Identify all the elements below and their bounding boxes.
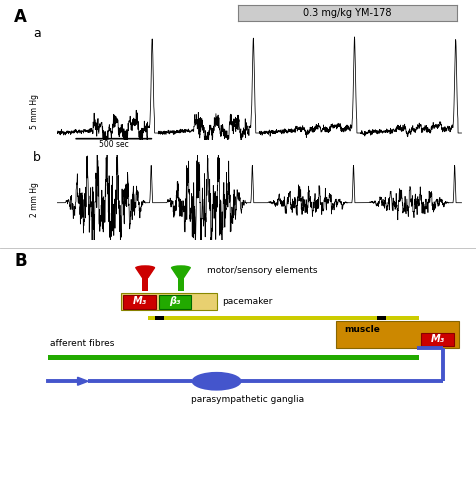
Bar <box>421 332 454 345</box>
Bar <box>155 316 164 320</box>
Polygon shape <box>78 377 88 385</box>
Bar <box>336 322 459 347</box>
Text: 0.3 mg/kg YM-178: 0.3 mg/kg YM-178 <box>303 8 392 18</box>
Polygon shape <box>171 268 190 278</box>
Text: M₃: M₃ <box>132 296 147 306</box>
Text: pacemaker: pacemaker <box>222 297 273 306</box>
Bar <box>142 278 148 291</box>
Bar <box>48 355 419 360</box>
Text: A: A <box>14 8 27 26</box>
Text: M₃: M₃ <box>430 334 445 344</box>
Bar <box>123 294 156 308</box>
Text: 2 mm Hg: 2 mm Hg <box>30 182 39 217</box>
Text: b: b <box>33 150 41 164</box>
Polygon shape <box>136 268 155 278</box>
Bar <box>377 316 386 320</box>
Bar <box>148 316 419 320</box>
Text: a: a <box>33 27 40 40</box>
Bar <box>121 293 217 310</box>
Text: motor/sensory elements: motor/sensory elements <box>207 266 317 275</box>
Ellipse shape <box>191 372 241 390</box>
Text: B: B <box>14 252 27 270</box>
Bar <box>159 294 191 308</box>
Text: afferent fibres: afferent fibres <box>50 339 114 348</box>
Text: muscle: muscle <box>344 325 380 334</box>
Text: parasympathetic ganglia: parasympathetic ganglia <box>191 396 304 404</box>
Ellipse shape <box>136 265 155 270</box>
Text: β₃: β₃ <box>169 296 180 306</box>
Ellipse shape <box>171 265 190 270</box>
Text: 5 mm Hg: 5 mm Hg <box>30 94 39 128</box>
Text: 500 sec: 500 sec <box>99 140 129 149</box>
Bar <box>178 278 184 291</box>
